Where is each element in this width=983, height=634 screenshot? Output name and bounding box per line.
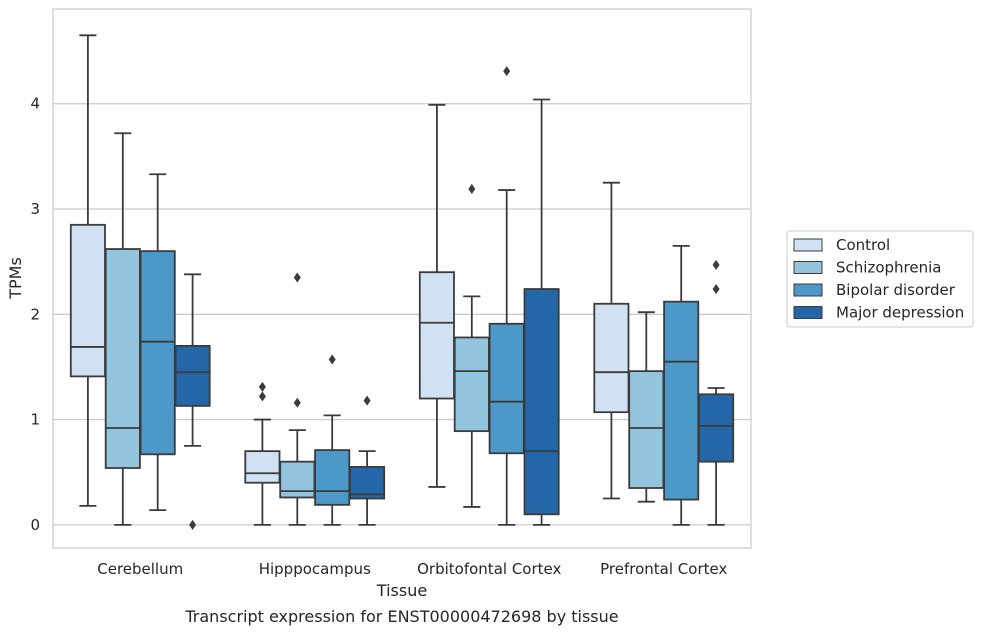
box-plot (69, 34, 106, 507)
x-tick-label: Orbitofontal Cortex (417, 560, 561, 578)
legend-label: Bipolar disorder (836, 281, 956, 299)
box-iqr (69, 223, 106, 378)
x-axis-label: Tissue (376, 581, 427, 600)
box-iqr (523, 288, 560, 516)
box-plots (69, 34, 735, 530)
box-plot (488, 66, 525, 526)
outlier-marker (189, 519, 197, 530)
outlier-marker (293, 272, 301, 283)
legend-frame (786, 230, 974, 328)
y-tick-label: 1 (30, 411, 40, 429)
chart-caption: Transcript expression for ENST0000047269… (184, 607, 618, 626)
legend-label: Major depression (836, 304, 964, 322)
y-axis-label: TPMs (6, 257, 25, 300)
outlier-marker (468, 184, 476, 195)
outlier-marker (712, 259, 720, 270)
x-tick-label: Cerebellum (97, 560, 183, 578)
box-plot (139, 173, 176, 512)
box-plot (244, 381, 281, 526)
outlier-marker (258, 381, 266, 392)
box-iqr (453, 336, 490, 433)
y-tick-label: 3 (30, 200, 40, 218)
outlier-marker (293, 397, 301, 408)
legend-label: Control (836, 236, 890, 254)
box-plot (663, 244, 700, 526)
legend-swatch (793, 306, 823, 319)
box-iqr (663, 300, 700, 501)
outlier-marker (258, 391, 266, 402)
outlier-marker (712, 284, 720, 295)
legend-items: Control Schizophrenia Bipolar disorder Majo… (793, 236, 964, 322)
x-tick-label: Hipppocampus (259, 560, 371, 578)
box-plot (698, 259, 735, 526)
y-tick-label: 4 (30, 95, 40, 113)
box-plot (279, 272, 316, 526)
box-plot (593, 181, 630, 500)
legend: Control Schizophrenia Bipolar disorder Majo… (786, 230, 974, 328)
box-iqr (244, 450, 281, 484)
plot-area-frame (52, 8, 752, 549)
x-tick-label: Prefrontal Cortex (600, 560, 727, 578)
box-plot (628, 311, 665, 503)
box-iqr (418, 271, 455, 400)
box-iqr (488, 322, 525, 455)
legend-label: Schizophrenia (836, 259, 941, 277)
box-iqr (698, 393, 735, 463)
legend-swatch (793, 238, 823, 252)
outlier-marker (363, 395, 371, 406)
y-tick-label: 2 (30, 305, 40, 323)
box-iqr (174, 344, 211, 407)
box-iqr (139, 250, 176, 456)
box-plot (453, 184, 490, 508)
box-plot (418, 103, 455, 488)
box-iqr (279, 460, 316, 499)
box-plot (104, 132, 141, 526)
box-iqr (314, 449, 351, 506)
y-tick-label: 0 (30, 516, 40, 534)
box-plot (174, 273, 211, 530)
box-iqr (593, 302, 630, 414)
box-iqr (628, 370, 665, 489)
box-plot (314, 354, 351, 526)
box-plot (349, 395, 386, 526)
outlier-marker (503, 66, 511, 77)
y-tick-labels: 0 1 2 3 4 (30, 95, 40, 534)
box-plot (523, 98, 560, 526)
legend-swatch (793, 261, 823, 274)
x-tick-labels: Cerebellum Hipppocampus Orbitofontal Corte… (97, 560, 727, 578)
outlier-marker (328, 354, 336, 365)
box-iqr (349, 466, 386, 500)
legend-swatch (793, 283, 823, 297)
box-iqr (104, 248, 141, 469)
